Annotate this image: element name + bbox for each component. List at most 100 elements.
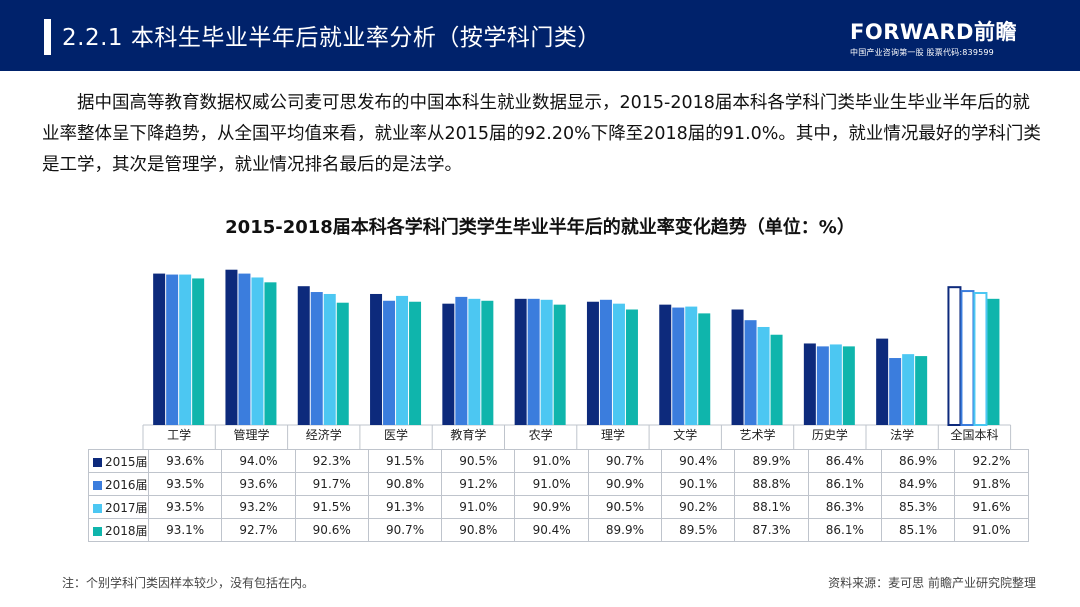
bar-2018届-工学 bbox=[192, 278, 205, 425]
table-cell: 93.6% bbox=[221, 472, 296, 496]
bar-2016届-文学 bbox=[672, 307, 685, 425]
bar-2015届-管理学 bbox=[225, 269, 238, 425]
legend-swatch bbox=[93, 480, 102, 490]
table-cell: 93.6% bbox=[147, 449, 223, 473]
legend-label: 2016届 bbox=[105, 477, 148, 492]
bar-2015届-艺术学 bbox=[731, 309, 744, 425]
table-cell: 91.0% bbox=[441, 495, 516, 519]
bar-2018届-艺术学 bbox=[770, 334, 783, 425]
table-cell: 91.7% bbox=[294, 472, 369, 496]
table-row: 2016届 93.5% 93.6% 91.7% 90.8% 91.2% 91.0% 90.9%… bbox=[88, 472, 1029, 496]
table-cell: 85.1% bbox=[880, 518, 956, 542]
table-cell: 87.3% bbox=[734, 518, 809, 542]
table-cell: 90.9% bbox=[587, 472, 663, 496]
legend-swatch bbox=[93, 457, 102, 467]
table-cell: 93.1% bbox=[147, 518, 223, 542]
table-cell: 90.6% bbox=[294, 518, 369, 542]
table-cell: 88.8% bbox=[734, 472, 809, 496]
category-label: 管理学 bbox=[233, 427, 269, 442]
bar-2015届-全国本科 bbox=[947, 286, 962, 427]
bar-2016届-经济学 bbox=[310, 292, 323, 425]
table-cell: 86.3% bbox=[807, 495, 882, 519]
bar-2017届-教育学 bbox=[468, 298, 481, 425]
bar-2018届-经济学 bbox=[336, 302, 349, 425]
category-label: 工学 bbox=[167, 427, 191, 442]
header-bar: 2.2.1 本科生毕业半年后就业率分析（按学科门类） FORWARD前瞻 中国产… bbox=[0, 0, 1080, 71]
bar-2017届-历史学 bbox=[829, 344, 842, 425]
bar-2015届-工学 bbox=[153, 273, 166, 425]
bar-2016届-全国本科 bbox=[960, 290, 975, 427]
bar-2017届-全国本科 bbox=[973, 292, 988, 426]
bar-2018届-全国本科 bbox=[987, 298, 1000, 425]
company-logo: FORWARD前瞻 中国产业咨询第一股 股票代码:839599 bbox=[850, 16, 1040, 58]
bar-2016届-理学 bbox=[599, 299, 612, 425]
bar-2015届-历史学 bbox=[803, 343, 816, 425]
legend-label: 2017届 bbox=[105, 500, 148, 515]
table-cell: 86.9% bbox=[880, 449, 956, 473]
bar-2018届-教育学 bbox=[481, 300, 494, 425]
category-label: 理学 bbox=[601, 427, 625, 442]
legend-label: 2018届 bbox=[105, 523, 148, 538]
table-cell: 93.2% bbox=[221, 495, 296, 519]
table-cell: 91.5% bbox=[367, 449, 443, 473]
table-cell: 90.2% bbox=[661, 495, 736, 519]
table-cell: 91.3% bbox=[367, 495, 443, 519]
table-cell: 91.6% bbox=[954, 495, 1029, 519]
table-row: 2015届 93.6% 94.0% 92.3% 91.5% 90.5% 91.0% 90.7%… bbox=[88, 449, 1029, 473]
table-cell: 90.9% bbox=[514, 495, 589, 519]
table-cell: 90.7% bbox=[367, 518, 443, 542]
category-label: 农学 bbox=[529, 427, 553, 442]
bar-2017届-工学 bbox=[179, 274, 192, 425]
bar-2016届-农学 bbox=[527, 298, 540, 425]
legend-swatch bbox=[93, 503, 102, 513]
legend-swatch bbox=[93, 526, 102, 536]
table-cell: 89.5% bbox=[661, 518, 736, 542]
category-label: 历史学 bbox=[812, 427, 848, 442]
bar-2016届-教育学 bbox=[455, 296, 468, 425]
logo-tagline: 中国产业咨询第一股 股票代码:839599 bbox=[850, 48, 994, 57]
bar-2016届-管理学 bbox=[238, 273, 251, 425]
table-cell: 90.1% bbox=[661, 472, 736, 496]
bar-2016届-工学 bbox=[166, 274, 179, 425]
data-table: 2015届 93.6% 94.0% 92.3% 91.5% 90.5% 91.0% 90.7%… bbox=[88, 449, 1029, 542]
legend-entry: 2018届 bbox=[88, 518, 149, 542]
table-cell: 90.7% bbox=[587, 449, 663, 473]
table-cell: 88.1% bbox=[734, 495, 809, 519]
table-cell: 89.9% bbox=[587, 518, 663, 542]
bar-2015届-农学 bbox=[514, 298, 527, 425]
category-label: 经济学 bbox=[306, 427, 342, 442]
bar-2018届-医学 bbox=[409, 301, 422, 425]
bar-2017届-文学 bbox=[685, 306, 698, 425]
table-cell: 92.3% bbox=[294, 449, 369, 473]
category-label: 医学 bbox=[384, 427, 408, 442]
table-cell: 89.9% bbox=[734, 449, 809, 473]
bar-2017届-法学 bbox=[902, 354, 915, 425]
table-cell: 90.4% bbox=[661, 449, 736, 473]
bar-2018届-理学 bbox=[625, 309, 638, 425]
table-cell: 94.0% bbox=[221, 449, 296, 473]
bar-2015届-文学 bbox=[659, 304, 672, 425]
bar-2016届-艺术学 bbox=[744, 320, 757, 425]
source-note: 资料来源：麦可思 前瞻产业研究院整理 bbox=[828, 576, 1036, 590]
bar-2015届-经济学 bbox=[297, 286, 310, 425]
bar-2015届-教育学 bbox=[442, 303, 455, 425]
table-cell: 86.1% bbox=[807, 472, 882, 496]
table-cell: 91.0% bbox=[514, 449, 589, 473]
table-cell: 93.5% bbox=[147, 495, 223, 519]
table-cell: 86.4% bbox=[807, 449, 882, 473]
bar-2018届-历史学 bbox=[842, 346, 855, 425]
bar-2018届-管理学 bbox=[264, 282, 277, 425]
table-cell: 91.0% bbox=[954, 518, 1029, 542]
category-label: 艺术学 bbox=[740, 427, 776, 442]
table-cell: 92.2% bbox=[954, 449, 1029, 473]
legend-label: 2015届 bbox=[105, 454, 148, 469]
bar-2017届-农学 bbox=[540, 299, 553, 425]
table-cell: 91.8% bbox=[954, 472, 1029, 496]
footnote: 注：个别学科门类因样本较少，没有包括在内。 bbox=[62, 576, 315, 590]
category-label: 全国本科 bbox=[950, 427, 998, 442]
table-cell: 91.0% bbox=[514, 472, 589, 496]
table-cell: 90.8% bbox=[441, 518, 516, 542]
bar-2016届-历史学 bbox=[816, 346, 829, 425]
bar-2017届-经济学 bbox=[323, 293, 336, 425]
bar-2017届-医学 bbox=[396, 295, 409, 425]
